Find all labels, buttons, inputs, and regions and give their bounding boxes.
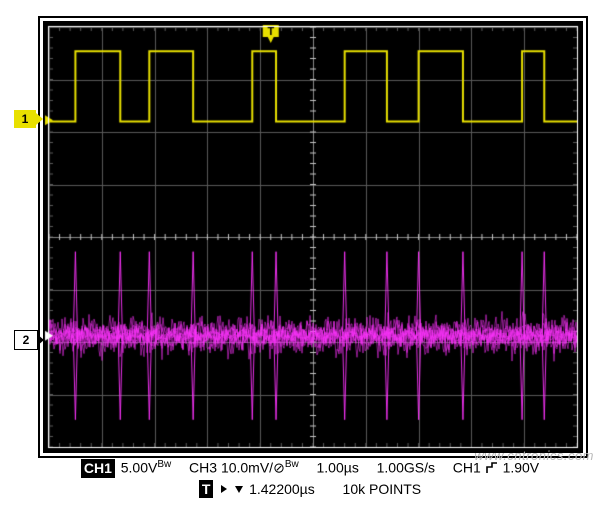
scope-bezel <box>40 18 586 456</box>
trig-play-icon <box>221 485 227 493</box>
sample-rate: 1.00GS/s <box>377 460 435 476</box>
scope-screen <box>43 21 583 453</box>
ch3-label: CH3 <box>189 460 217 476</box>
timebase: 1.00µs <box>317 460 359 476</box>
points: 10k POINTS <box>343 481 422 497</box>
trig-box: T <box>199 480 214 499</box>
readout-bar: CH1 5.00VBᴡ CH3 10.0mV/⊘Bᴡ 1.00µs 1.00GS… <box>40 458 580 498</box>
channel-2-marker: 2 <box>14 330 38 350</box>
trig-delay: 1.42200µs <box>249 481 315 497</box>
bw-badge-1: Bᴡ <box>157 459 171 470</box>
bw-badge-2: Bᴡ <box>285 459 299 470</box>
trig-arrow-icon <box>235 486 243 493</box>
channel-1-marker: 1 <box>14 110 36 128</box>
ch3-scale: 10.0mV/⊘ <box>221 460 285 476</box>
trig-slope-icon <box>485 461 499 480</box>
ch1-scale: 5.00V <box>121 460 158 476</box>
watermark: www.cntronics.com <box>474 448 594 463</box>
ch1-box: CH1 <box>81 459 115 478</box>
